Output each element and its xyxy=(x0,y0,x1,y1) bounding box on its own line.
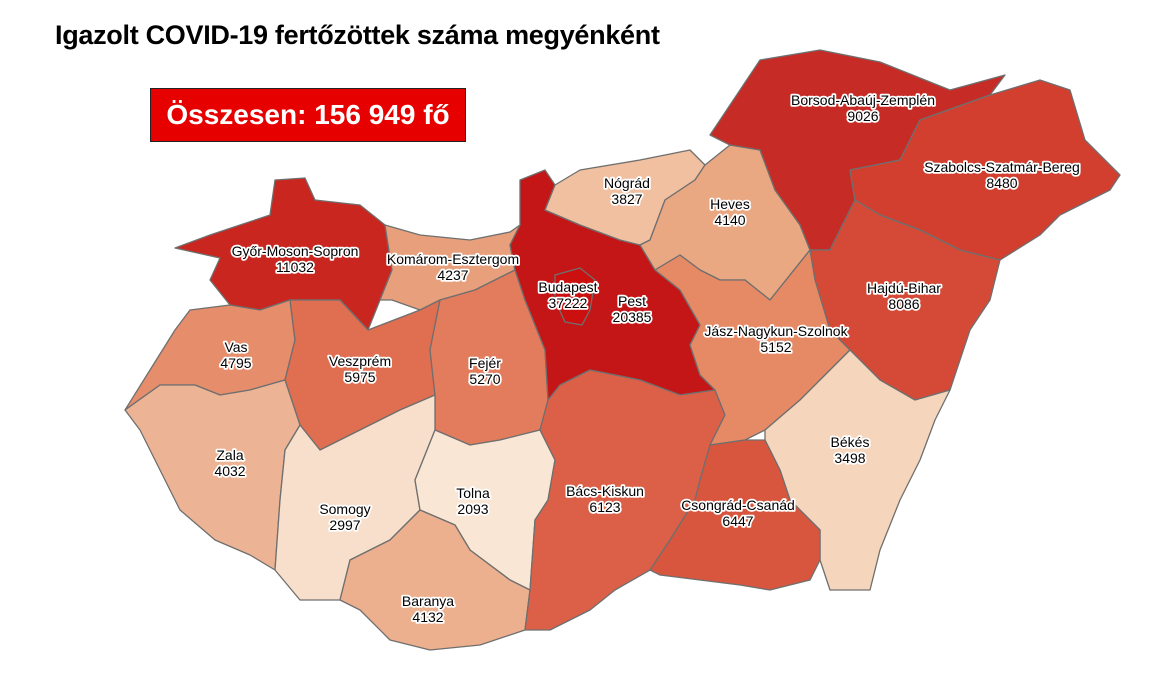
county-name-label: Hajdú-Bihar xyxy=(867,280,941,296)
county-value-label: 4140 xyxy=(714,212,745,228)
county-value-label: 20385 xyxy=(613,309,652,325)
county-value-label: 5270 xyxy=(469,371,500,387)
county-name-label: Békés xyxy=(831,434,870,450)
county-value-label: 4132 xyxy=(412,609,443,625)
county-value-label: 3827 xyxy=(611,191,642,207)
map-title: Igazolt COVID-19 fertőzöttek száma megyé… xyxy=(55,20,660,50)
county-name-label: Pest xyxy=(618,293,646,309)
county-name-label: Heves xyxy=(710,196,750,212)
county-value-label: 3498 xyxy=(834,450,865,466)
county-name-label: Fejér xyxy=(469,355,501,371)
total-cases-badge: Összesen: 156 949 fő xyxy=(150,88,466,142)
county-name-label: Tolna xyxy=(456,485,490,501)
county-name-label: Jász-Nagykun-Szolnok xyxy=(704,323,848,339)
county-zala xyxy=(124,379,301,571)
county-value-label: 6123 xyxy=(589,499,620,515)
county-name-label: Baranya xyxy=(402,593,454,609)
county-csongrad-csanad xyxy=(649,439,821,591)
county-name-label: Borsod-Abaúj-Zemplén xyxy=(791,92,935,108)
county-name-label: Veszprém xyxy=(329,353,391,369)
county-value-label: 5975 xyxy=(344,369,375,385)
county-name-label: Budapest xyxy=(538,279,597,295)
county-value-label: 8480 xyxy=(986,175,1017,191)
county-value-label: 4795 xyxy=(220,355,251,371)
county-value-label: 6447 xyxy=(722,513,753,529)
county-name-label: Somogy xyxy=(319,501,370,517)
county-value-label: 37222 xyxy=(549,295,588,311)
county-value-label: 5152 xyxy=(760,339,791,355)
county-value-label: 9026 xyxy=(847,108,878,124)
county-value-label: 2997 xyxy=(329,517,360,533)
county-name-label: Csongrád-Csanád xyxy=(681,497,795,513)
county-name-label: Bács-Kiskun xyxy=(566,483,644,499)
county-value-label: 4237 xyxy=(437,267,468,283)
county-name-label: Szabolcs-Szatmár-Bereg xyxy=(924,159,1080,175)
county-name-label: Nógrád xyxy=(604,175,650,191)
county-value-label: 8086 xyxy=(888,296,919,312)
county-name-label: Komárom-Esztergom xyxy=(387,251,519,267)
county-name-label: Zala xyxy=(216,447,243,463)
county-value-label: 11032 xyxy=(276,259,314,275)
county-name-label: Győr-Moson-Sopron xyxy=(232,243,359,259)
county-value-label: 2093 xyxy=(457,501,488,517)
county-szabolcs-szatmar-bereg xyxy=(849,79,1121,261)
county-budapest xyxy=(554,267,596,326)
county-value-label: 4032 xyxy=(214,463,245,479)
county-name-label: Vas xyxy=(224,339,247,355)
